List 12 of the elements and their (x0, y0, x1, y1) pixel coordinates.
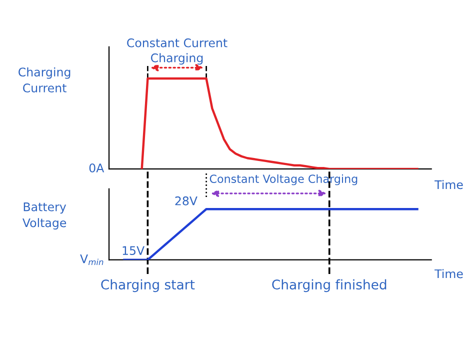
text: Constant Voltage Charging (210, 174, 358, 186)
text: 28V (175, 196, 198, 206)
x-tick-label: Charging start (101, 279, 195, 292)
text: 0A (89, 163, 104, 172)
y-axis-title: Battery Voltage (22, 202, 66, 230)
y-axis-title: Charging Current (18, 67, 70, 92)
x-tick-label: Charging finished (272, 279, 386, 292)
annotation: 15V (122, 246, 144, 256)
text: Constant Current Charging (127, 38, 228, 65)
x-axis-title: Time (434, 180, 463, 190)
x-axis-title: Time (434, 269, 463, 278)
text: V$_{min}$ (80, 254, 104, 266)
